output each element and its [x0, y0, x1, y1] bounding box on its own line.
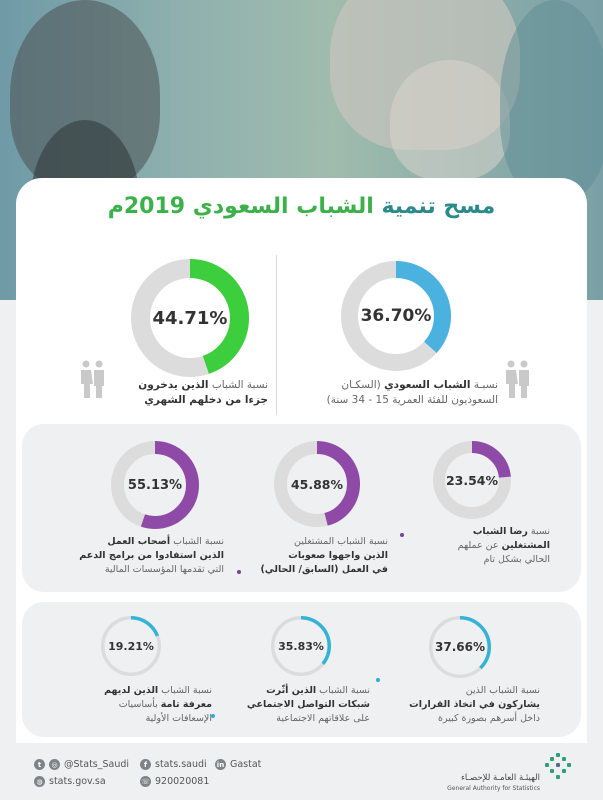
gastat-logo-icon	[545, 753, 571, 779]
couple-icon	[81, 360, 104, 398]
gastat-logo-english: General Authority for Statistics	[447, 785, 540, 792]
linkedin-icon: in	[215, 759, 226, 770]
social-media-caption: نسبة الشباب الذين أثّرت شبكات التواصل ال…	[246, 685, 370, 724]
work-difficulties-ring: 45.88%	[273, 440, 361, 528]
donut-value-label: 35.83%	[278, 639, 324, 653]
donut-chart	[271, 616, 331, 676]
family-decisions-ring: 37.66%	[428, 615, 492, 679]
donut-value-label: 55.13%	[127, 477, 183, 493]
footer	[0, 743, 603, 800]
donut-value-label: 37.66%	[435, 640, 485, 654]
bullet-dot	[237, 570, 241, 574]
donut-arc	[433, 441, 511, 519]
donut-chart	[111, 441, 199, 529]
donut-value-label: 36.70%	[360, 306, 432, 326]
social-media-ring: 35.83%	[270, 615, 332, 677]
first-aid-ring: 19.21%	[100, 615, 162, 677]
website-link[interactable]: ◍ stats.gov.sa	[34, 776, 106, 787]
donut-chart	[429, 616, 491, 678]
donut-arc	[429, 616, 491, 678]
couple-icon	[506, 360, 529, 398]
youth-share-ring: 36.70%	[340, 260, 452, 372]
title-part-1: مسح تنمية	[381, 194, 496, 219]
donut-arc	[111, 441, 199, 529]
donut-chart	[101, 616, 161, 676]
donut-value-label: 44.71%	[152, 307, 228, 329]
linkedin-handle: Gastat	[230, 759, 262, 770]
donut-chart	[341, 261, 451, 371]
donut-value-label: 19.21%	[108, 639, 154, 653]
donut-arc	[341, 261, 451, 371]
donut-arc	[101, 616, 161, 676]
job-satisfaction-ring: 23.54%	[432, 440, 512, 520]
business-support-ring: 55.13%	[110, 440, 200, 530]
bullet-dot	[376, 678, 380, 682]
title-part-2: الشباب السعودي 2019م	[107, 194, 374, 219]
twitter-link[interactable]: t ◎ @Stats_Saudi	[34, 759, 129, 770]
donut-arc	[271, 616, 331, 676]
family-decisions-caption: نسبة الشباب الذين يشاركون في اتخاذ القرا…	[409, 685, 540, 724]
donut-chart	[274, 441, 360, 527]
facebook-link[interactable]: f stats.saudi	[140, 759, 207, 770]
donut-arc	[274, 441, 360, 527]
phone-link[interactable]: ☏ 920020081	[140, 776, 209, 787]
page-title: مسح تنمية الشباب السعودي 2019م	[0, 194, 603, 219]
instagram-icon: ◎	[49, 759, 60, 770]
donut-chart	[131, 259, 249, 377]
donut-value-label: 45.88%	[290, 476, 344, 492]
gastat-logo-arabic: الهيئـة العامـة للإحصـاء	[460, 773, 540, 783]
first-aid-caption: نسبة الشباب الذين لديهم معرفة تامة بأساس…	[104, 685, 212, 724]
twitter-handle: @Stats_Saudi	[64, 759, 130, 770]
website-url: stats.gov.sa	[49, 776, 106, 787]
globe-icon: ◍	[34, 776, 45, 787]
savings-share-caption: نسبة الشباب الذين يدخرون جزءا من دخلهم ا…	[138, 379, 268, 406]
hero-photo	[0, 0, 603, 300]
youth-share-caption: نسبـة الشباب السعودي (السكـان السعوديون …	[326, 379, 498, 406]
job-satisfaction-caption: نسبة رضا الشباب المشتغلين عن عملهم الحال…	[457, 526, 550, 565]
divider	[276, 255, 277, 415]
savings-share-ring: 44.71%	[130, 258, 250, 378]
facebook-icon: f	[140, 759, 151, 770]
twitter-icon: t	[34, 759, 45, 770]
donut-arc	[131, 259, 249, 377]
work-difficulties-caption: نسبة الشباب المشتغلين الذين واجهوا صعوبا…	[260, 536, 388, 575]
business-support-caption: نسبة الشباب أصحاب العمل الذين استفادوا م…	[79, 536, 224, 575]
hero-figure	[390, 60, 510, 180]
bullet-dot	[400, 533, 404, 537]
bullet-dot	[211, 714, 215, 718]
hero-figure	[500, 0, 603, 200]
donut-value-label: 23.54%	[445, 472, 499, 488]
facebook-handle: stats.saudi	[155, 759, 207, 770]
phone-number: 920020081	[155, 776, 210, 787]
donut-chart	[433, 441, 511, 519]
phone-icon: ☏	[140, 776, 151, 787]
linkedin-link[interactable]: in Gastat	[215, 759, 261, 770]
